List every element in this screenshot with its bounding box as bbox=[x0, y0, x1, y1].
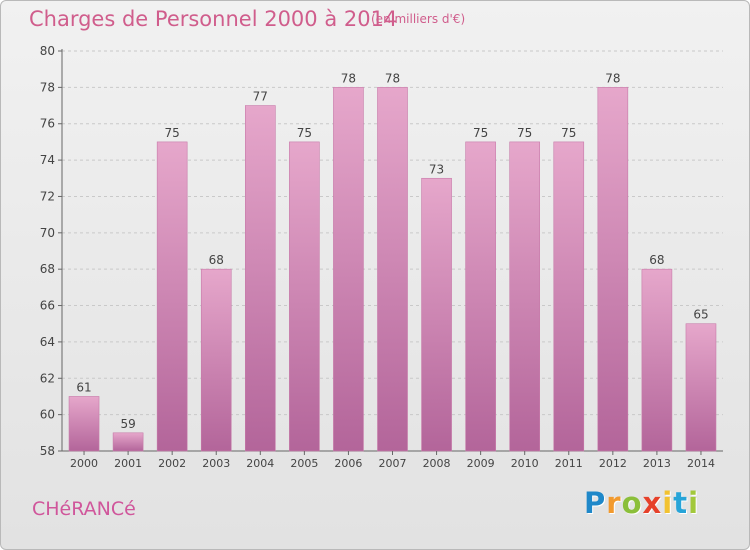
chart-title: Charges de Personnel 2000 à 2014 bbox=[29, 7, 398, 31]
y-tick-label: 68 bbox=[40, 262, 55, 276]
bar-value-label: 78 bbox=[605, 71, 620, 85]
chart-subtitle: (en milliers d'€) bbox=[371, 12, 466, 26]
x-tick-label: 2013 bbox=[643, 457, 671, 470]
x-tick-label: 2004 bbox=[246, 457, 274, 470]
bar-value-label: 68 bbox=[649, 253, 664, 267]
bar bbox=[289, 141, 320, 452]
bar-value-label: 65 bbox=[693, 308, 708, 322]
x-tick-label: 2006 bbox=[334, 457, 362, 470]
y-tick-label: 72 bbox=[40, 189, 55, 203]
logo-letter: i bbox=[688, 486, 700, 520]
y-tick-label: 66 bbox=[40, 299, 55, 313]
logo-letter: i bbox=[662, 486, 674, 520]
bar bbox=[465, 141, 496, 452]
bar bbox=[68, 396, 100, 452]
x-tick-label: 2000 bbox=[70, 457, 98, 470]
x-tick-label: 2007 bbox=[379, 457, 407, 470]
commune-name: CHéRANCé bbox=[32, 498, 136, 520]
bar bbox=[245, 105, 276, 452]
y-tick-label: 58 bbox=[40, 444, 55, 458]
bar bbox=[156, 141, 188, 452]
y-tick-label: 74 bbox=[40, 153, 55, 167]
bar-value-label: 75 bbox=[561, 126, 576, 140]
y-tick-label: 78 bbox=[40, 80, 55, 94]
bar-value-label: 75 bbox=[165, 126, 180, 140]
y-tick-label: 62 bbox=[40, 371, 55, 385]
bar bbox=[333, 87, 364, 452]
x-tick-label: 2009 bbox=[467, 457, 495, 470]
bar bbox=[553, 141, 585, 452]
bar-value-label: 68 bbox=[209, 253, 224, 267]
y-tick-label: 80 bbox=[40, 44, 55, 58]
bar-value-label: 78 bbox=[385, 71, 400, 85]
bar-value-label: 75 bbox=[297, 126, 312, 140]
bar bbox=[685, 323, 717, 452]
bar-value-label: 59 bbox=[120, 417, 135, 431]
bar bbox=[200, 268, 232, 452]
x-tick-label: 2003 bbox=[202, 457, 230, 470]
bar bbox=[597, 87, 629, 452]
y-tick-label: 70 bbox=[40, 226, 55, 240]
logo-letter: o bbox=[621, 486, 643, 520]
y-tick-label: 60 bbox=[40, 408, 55, 422]
logo-letter: r bbox=[606, 486, 622, 520]
y-tick-label: 64 bbox=[40, 335, 55, 349]
bar bbox=[509, 141, 541, 452]
bar-value-label: 75 bbox=[517, 126, 532, 140]
bar bbox=[112, 432, 144, 452]
x-tick-label: 2010 bbox=[511, 457, 539, 470]
x-tick-label: 2011 bbox=[555, 457, 583, 470]
y-tick-label: 76 bbox=[40, 117, 55, 131]
bar-value-label: 75 bbox=[473, 126, 488, 140]
x-tick-label: 2008 bbox=[423, 457, 451, 470]
bar-value-label: 78 bbox=[341, 71, 356, 85]
bar-value-label: 73 bbox=[429, 162, 444, 176]
bar-value-label: 61 bbox=[76, 380, 91, 394]
proxiti-logo[interactable]: Proxiti bbox=[584, 486, 699, 520]
bar bbox=[377, 87, 408, 452]
bar bbox=[421, 177, 452, 452]
bar bbox=[641, 268, 673, 452]
x-tick-label: 2005 bbox=[290, 457, 318, 470]
x-tick-label: 2001 bbox=[114, 457, 142, 470]
x-tick-label: 2002 bbox=[158, 457, 186, 470]
x-tick-label: 2012 bbox=[599, 457, 627, 470]
logo-letter: P bbox=[584, 486, 607, 520]
bar-value-label: 77 bbox=[253, 90, 268, 104]
logo-letter: x bbox=[642, 486, 663, 520]
logo-letter: t bbox=[673, 486, 689, 520]
x-tick-label: 2014 bbox=[687, 457, 715, 470]
